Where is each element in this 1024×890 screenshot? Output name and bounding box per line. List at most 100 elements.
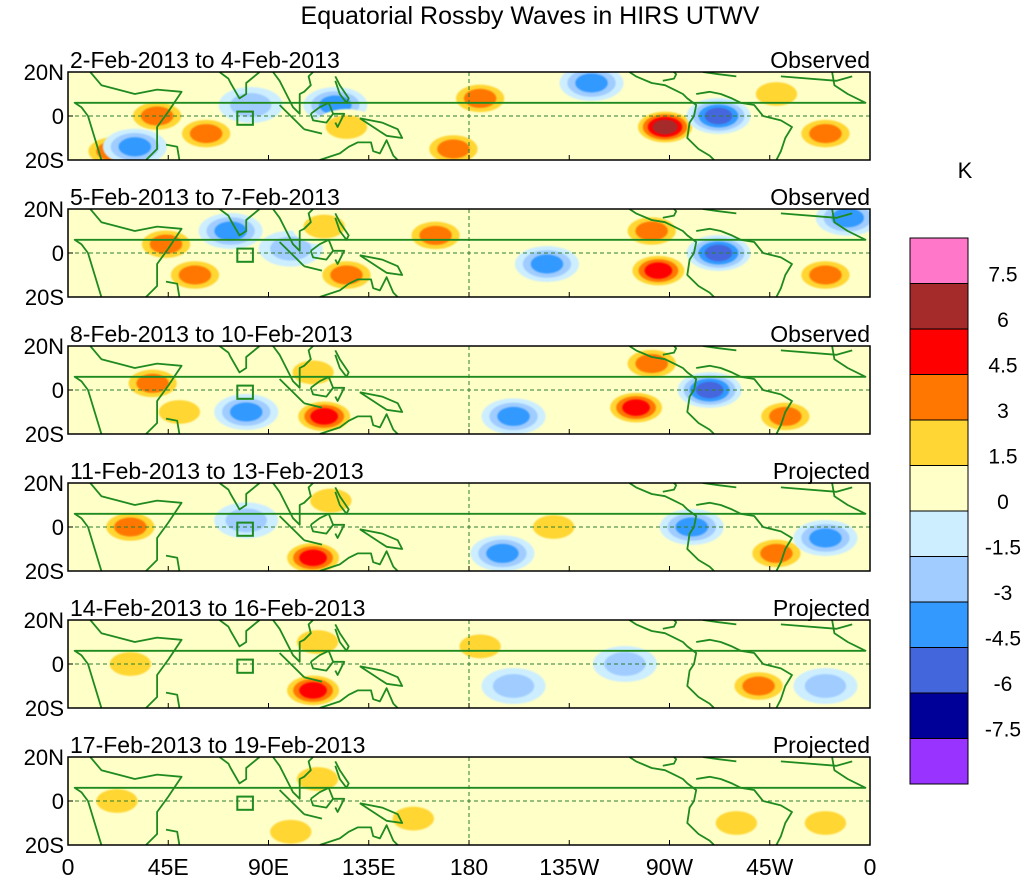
y-tick-label: 20S [25, 422, 64, 447]
anomaly-blob [652, 119, 678, 135]
coastline [319, 824, 399, 845]
colorbar-swatch [909, 510, 969, 557]
coastline [696, 227, 793, 297]
anomaly-blob [622, 399, 650, 416]
chart-title: Equatorial Rossby Waves in HIRS UTWV [301, 2, 760, 30]
coastlines [73, 72, 867, 160]
coastline [662, 209, 678, 219]
panel-status: Projected [773, 595, 870, 621]
colorbar: K 7.5 6 4.5 3 1.5 0 -1.5 -3 -4.5 -6 -7.5 [909, 158, 1021, 785]
coastline [278, 241, 305, 267]
coastline [628, 346, 715, 434]
coastline [628, 483, 715, 571]
coastline [334, 623, 350, 652]
anomaly-field [98, 624, 858, 708]
coastline [628, 209, 715, 297]
anomaly-blob [419, 225, 452, 245]
coastline [319, 139, 399, 160]
anomaly-field [134, 209, 870, 293]
panel-date-range: 2-Feb-2013 to 4-Feb-2013 [70, 47, 340, 73]
anomaly-blob [497, 406, 530, 426]
anomaly-blob [303, 214, 345, 239]
x-tick-label: 45E [148, 854, 189, 880]
colorbar-level-label: -6 [994, 673, 1013, 696]
panel-status: Projected [773, 458, 870, 484]
coastline [662, 757, 678, 767]
coastline [334, 212, 350, 241]
coastline [696, 501, 793, 571]
coastline [73, 346, 867, 434]
coastline [359, 254, 404, 276]
colorbar-swatch [909, 601, 969, 648]
anomaly-blob [229, 93, 272, 117]
coastline [628, 72, 715, 160]
x-tick-label: 90E [248, 854, 289, 880]
reference-box [236, 110, 254, 126]
panel-4: 20N 0 20S 11-Feb-2013 to 13-Feb-2013 Project… [24, 458, 871, 584]
colorbar-swatch [909, 328, 969, 375]
coastline [780, 623, 853, 630]
anomaly-blob [229, 402, 263, 422]
colorbar-swatch [909, 465, 969, 512]
colorbar-level-label: 7.5 [988, 264, 1017, 287]
colorbar-swatch [909, 738, 969, 785]
reference-box [236, 384, 254, 400]
anomaly-blob [310, 408, 339, 425]
y-tick-label: 0 [52, 104, 64, 129]
anomaly-blob [325, 115, 368, 139]
anomaly-blob [109, 652, 152, 676]
anomaly-blob [459, 634, 501, 659]
anomaly-blob [292, 360, 334, 385]
anomaly-blob [760, 543, 793, 563]
coastline [165, 280, 181, 297]
coastline [218, 483, 261, 511]
anomaly-field [80, 72, 858, 160]
coastline [218, 757, 261, 785]
colorbar-swatch [909, 283, 969, 330]
anomaly-blob [769, 406, 802, 426]
coastline [218, 346, 261, 374]
coastline [359, 391, 404, 413]
anomaly-field [85, 761, 858, 845]
x-tick-label: 45W [746, 854, 794, 880]
anomaly-blob [809, 265, 842, 285]
x-tick-label: 0 [864, 854, 877, 880]
coastline [272, 757, 314, 800]
coastline [319, 550, 399, 571]
x-tick-label: 0 [62, 854, 75, 880]
coastline [272, 72, 314, 115]
coastline [303, 128, 323, 135]
anomaly-blob [575, 73, 608, 93]
coastline [303, 676, 323, 683]
y-tick-label: 20N [24, 745, 64, 770]
anomaly-blob [755, 82, 798, 106]
y-tick-label: 20S [25, 833, 64, 858]
panel-1: 20N 0 20S 2-Feb-2013 to 4-Feb-2013 Observed [24, 47, 871, 173]
coastline [89, 620, 183, 708]
anomaly-blob [530, 254, 564, 274]
anomaly-blob [214, 221, 247, 241]
coastline [218, 209, 261, 237]
coastline [165, 417, 181, 434]
y-tick-label: 20S [25, 285, 64, 310]
x-tick-label: 180 [450, 854, 488, 880]
y-tick-label: 20S [25, 148, 64, 173]
panel-6: 20N 0 20S 17-Feb-2013 to 19-Feb-2013 Project… [24, 732, 871, 858]
coastline [272, 346, 314, 389]
anomaly-blob [809, 528, 842, 548]
anomaly-blob [178, 265, 212, 285]
anomaly-blob [831, 209, 864, 228]
coastline [218, 72, 261, 100]
y-tick-label: 20N [24, 471, 64, 496]
coastline [662, 346, 678, 356]
colorbar-level-label: 4.5 [988, 355, 1017, 378]
coastline [272, 620, 314, 663]
anomaly-blob [189, 124, 223, 144]
coastline [278, 652, 305, 678]
anomaly-blob [809, 124, 842, 144]
y-tick-label: 20S [25, 559, 64, 584]
colorbar-level-label: 1.5 [988, 446, 1017, 469]
anomaly-blob [330, 265, 363, 285]
coastline [780, 486, 853, 493]
coastline [303, 402, 323, 409]
